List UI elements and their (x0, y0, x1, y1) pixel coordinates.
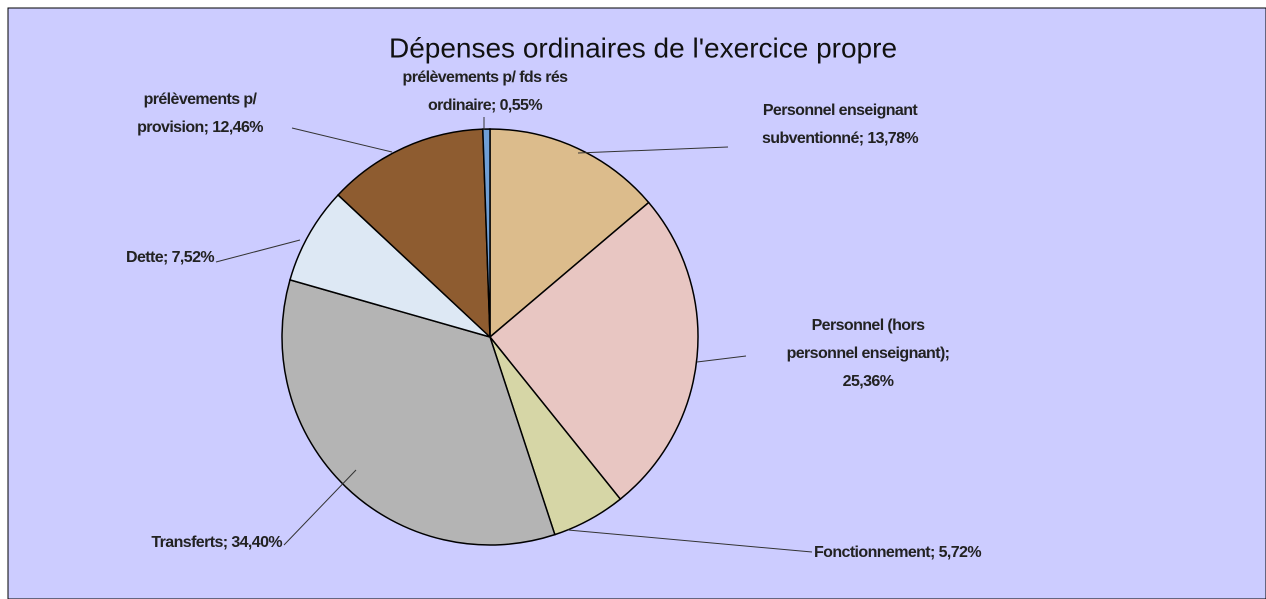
data-label: ordinaire; 0,55% (428, 97, 542, 114)
data-label: personnel enseignant); (787, 345, 950, 362)
data-label: 25,36% (843, 373, 894, 390)
leader-line (696, 355, 747, 363)
leader-line (577, 146, 729, 154)
pie-slice (289, 193, 491, 338)
leader-line (567, 529, 813, 553)
pie-slice (336, 128, 491, 339)
leader-line (283, 469, 357, 546)
leader-line (215, 239, 301, 263)
data-label: Transferts; 34,40% (151, 534, 282, 551)
data-label: Personnel enseignant (763, 102, 919, 119)
data-label: provision; 12,46% (137, 119, 263, 136)
data-label: Fonctionnement; 5,72% (814, 544, 981, 561)
pie-slice (488, 201, 699, 501)
data-label: Personnel (hors (812, 317, 926, 334)
chart-title: Dépenses ordinaires de l'exercice propre (389, 32, 897, 63)
pie-slice (281, 278, 556, 546)
data-label: prélèvements p/ fds rés (403, 69, 569, 86)
data-label: subventionné; 13,78% (762, 130, 918, 147)
data-label: Dette; 7,52% (126, 249, 214, 266)
pie-slice (489, 128, 650, 339)
leader-line (291, 127, 393, 153)
pie-slice (482, 128, 491, 338)
data-label: prélèvements p/ (144, 91, 258, 108)
